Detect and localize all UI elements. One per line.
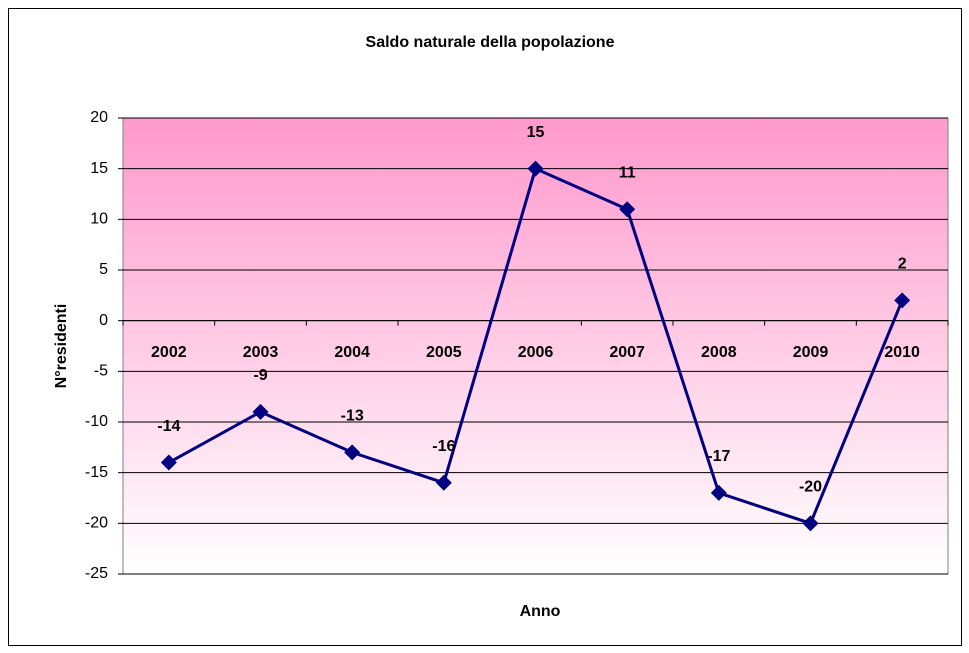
y-tick-label: 10 xyxy=(90,211,108,228)
data-label: 2 xyxy=(898,256,907,273)
chart-title: Saldo naturale della popolazione xyxy=(366,34,615,51)
x-tick-label: 2002 xyxy=(151,344,187,361)
y-tick-label: -25 xyxy=(85,565,108,582)
marker xyxy=(527,160,544,177)
x-tick-label: 2008 xyxy=(701,344,737,361)
y-tick-label: 15 xyxy=(90,160,108,177)
marker xyxy=(802,515,819,532)
x-axis-title: Anno xyxy=(520,603,561,620)
marker xyxy=(252,403,269,420)
x-tick-label: 2003 xyxy=(243,344,279,361)
marker xyxy=(435,474,452,491)
data-label: -9 xyxy=(253,367,267,384)
data-label: -16 xyxy=(432,438,455,455)
y-tick-label: -15 xyxy=(85,464,108,481)
y-tick-label: -5 xyxy=(94,363,108,380)
x-tick-label: 2005 xyxy=(426,344,462,361)
data-label: -13 xyxy=(341,408,364,425)
marker xyxy=(160,454,177,471)
x-tick-label: 2009 xyxy=(793,344,829,361)
marker xyxy=(619,201,636,218)
data-label: 15 xyxy=(527,124,545,141)
x-tick-label: 2010 xyxy=(884,344,920,361)
data-label: -17 xyxy=(707,448,730,465)
y-axis-title: N°residenti xyxy=(53,304,70,389)
x-tick-label: 2004 xyxy=(334,344,370,361)
marker xyxy=(894,292,911,309)
y-tick-label: -20 xyxy=(85,515,108,532)
y-tick-label: -10 xyxy=(85,413,108,430)
y-tick-label: 20 xyxy=(90,109,108,126)
marker xyxy=(710,484,727,501)
x-tick-label: 2007 xyxy=(609,344,645,361)
y-tick-label: 0 xyxy=(99,312,108,329)
data-label: 11 xyxy=(619,164,636,181)
data-label: -20 xyxy=(799,479,822,496)
data-label: -14 xyxy=(157,418,180,435)
x-tick-label: 2006 xyxy=(518,344,554,361)
y-tick-label: 5 xyxy=(99,261,108,278)
marker xyxy=(344,444,361,461)
plot-area xyxy=(122,117,949,575)
